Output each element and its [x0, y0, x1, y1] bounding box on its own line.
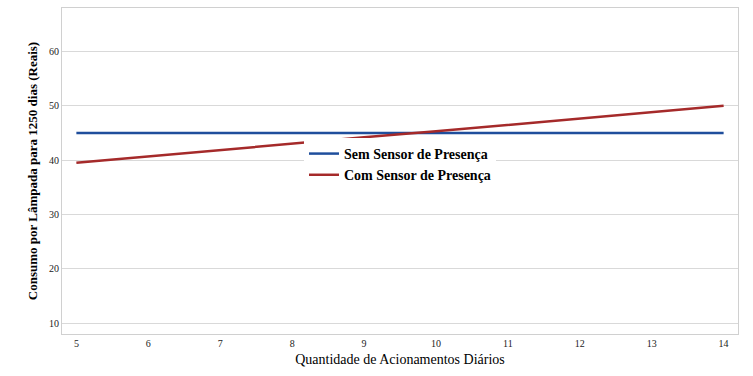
- svg-text:50: 50: [49, 100, 59, 111]
- svg-text:8: 8: [290, 338, 295, 349]
- svg-text:10: 10: [431, 338, 441, 349]
- svg-text:Consumo por Lâmpada para 1250: Consumo por Lâmpada para 1250 dias (Reai…: [25, 42, 40, 300]
- svg-text:60: 60: [49, 46, 59, 57]
- svg-text:5: 5: [74, 338, 79, 349]
- svg-text:Com Sensor de Presença: Com Sensor de Presença: [344, 168, 491, 183]
- svg-text:Quantidade de Acionamentos Diá: Quantidade de Acionamentos Diários: [295, 352, 505, 367]
- svg-text:40: 40: [49, 155, 59, 166]
- svg-text:10: 10: [49, 318, 59, 329]
- svg-text:7: 7: [218, 338, 223, 349]
- svg-text:20: 20: [49, 263, 59, 274]
- svg-text:6: 6: [146, 338, 151, 349]
- svg-text:14: 14: [719, 338, 729, 349]
- svg-text:13: 13: [647, 338, 657, 349]
- svg-text:11: 11: [503, 338, 513, 349]
- svg-text:Sem Sensor de Presença: Sem Sensor de Presença: [344, 147, 488, 162]
- svg-text:9: 9: [362, 338, 367, 349]
- svg-text:12: 12: [575, 338, 585, 349]
- svg-text:30: 30: [49, 209, 59, 220]
